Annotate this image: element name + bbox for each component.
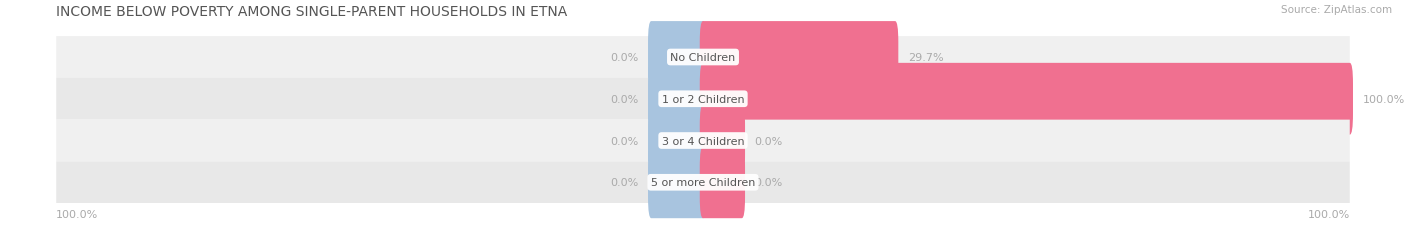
FancyBboxPatch shape [648, 147, 706, 218]
Text: 29.7%: 29.7% [908, 53, 943, 63]
FancyBboxPatch shape [56, 79, 1350, 120]
FancyBboxPatch shape [700, 105, 745, 177]
Text: 0.0%: 0.0% [610, 53, 638, 63]
FancyBboxPatch shape [56, 120, 1350, 162]
Text: 0.0%: 0.0% [755, 177, 783, 188]
Text: 100.0%: 100.0% [1308, 210, 1350, 219]
FancyBboxPatch shape [648, 22, 706, 94]
Text: 5 or more Children: 5 or more Children [651, 177, 755, 188]
Text: INCOME BELOW POVERTY AMONG SINGLE-PARENT HOUSEHOLDS IN ETNA: INCOME BELOW POVERTY AMONG SINGLE-PARENT… [56, 5, 568, 18]
Text: 100.0%: 100.0% [1362, 94, 1405, 104]
Text: 100.0%: 100.0% [56, 210, 98, 219]
FancyBboxPatch shape [648, 64, 706, 135]
Text: 0.0%: 0.0% [610, 94, 638, 104]
FancyBboxPatch shape [700, 64, 1353, 135]
FancyBboxPatch shape [648, 105, 706, 177]
FancyBboxPatch shape [700, 147, 745, 218]
Text: 0.0%: 0.0% [755, 136, 783, 146]
Text: 0.0%: 0.0% [610, 177, 638, 188]
Text: 1 or 2 Children: 1 or 2 Children [662, 94, 744, 104]
Text: No Children: No Children [671, 53, 735, 63]
FancyBboxPatch shape [56, 162, 1350, 203]
Text: 3 or 4 Children: 3 or 4 Children [662, 136, 744, 146]
Text: Source: ZipAtlas.com: Source: ZipAtlas.com [1281, 5, 1392, 15]
FancyBboxPatch shape [56, 37, 1350, 79]
FancyBboxPatch shape [700, 22, 898, 94]
Text: 0.0%: 0.0% [610, 136, 638, 146]
